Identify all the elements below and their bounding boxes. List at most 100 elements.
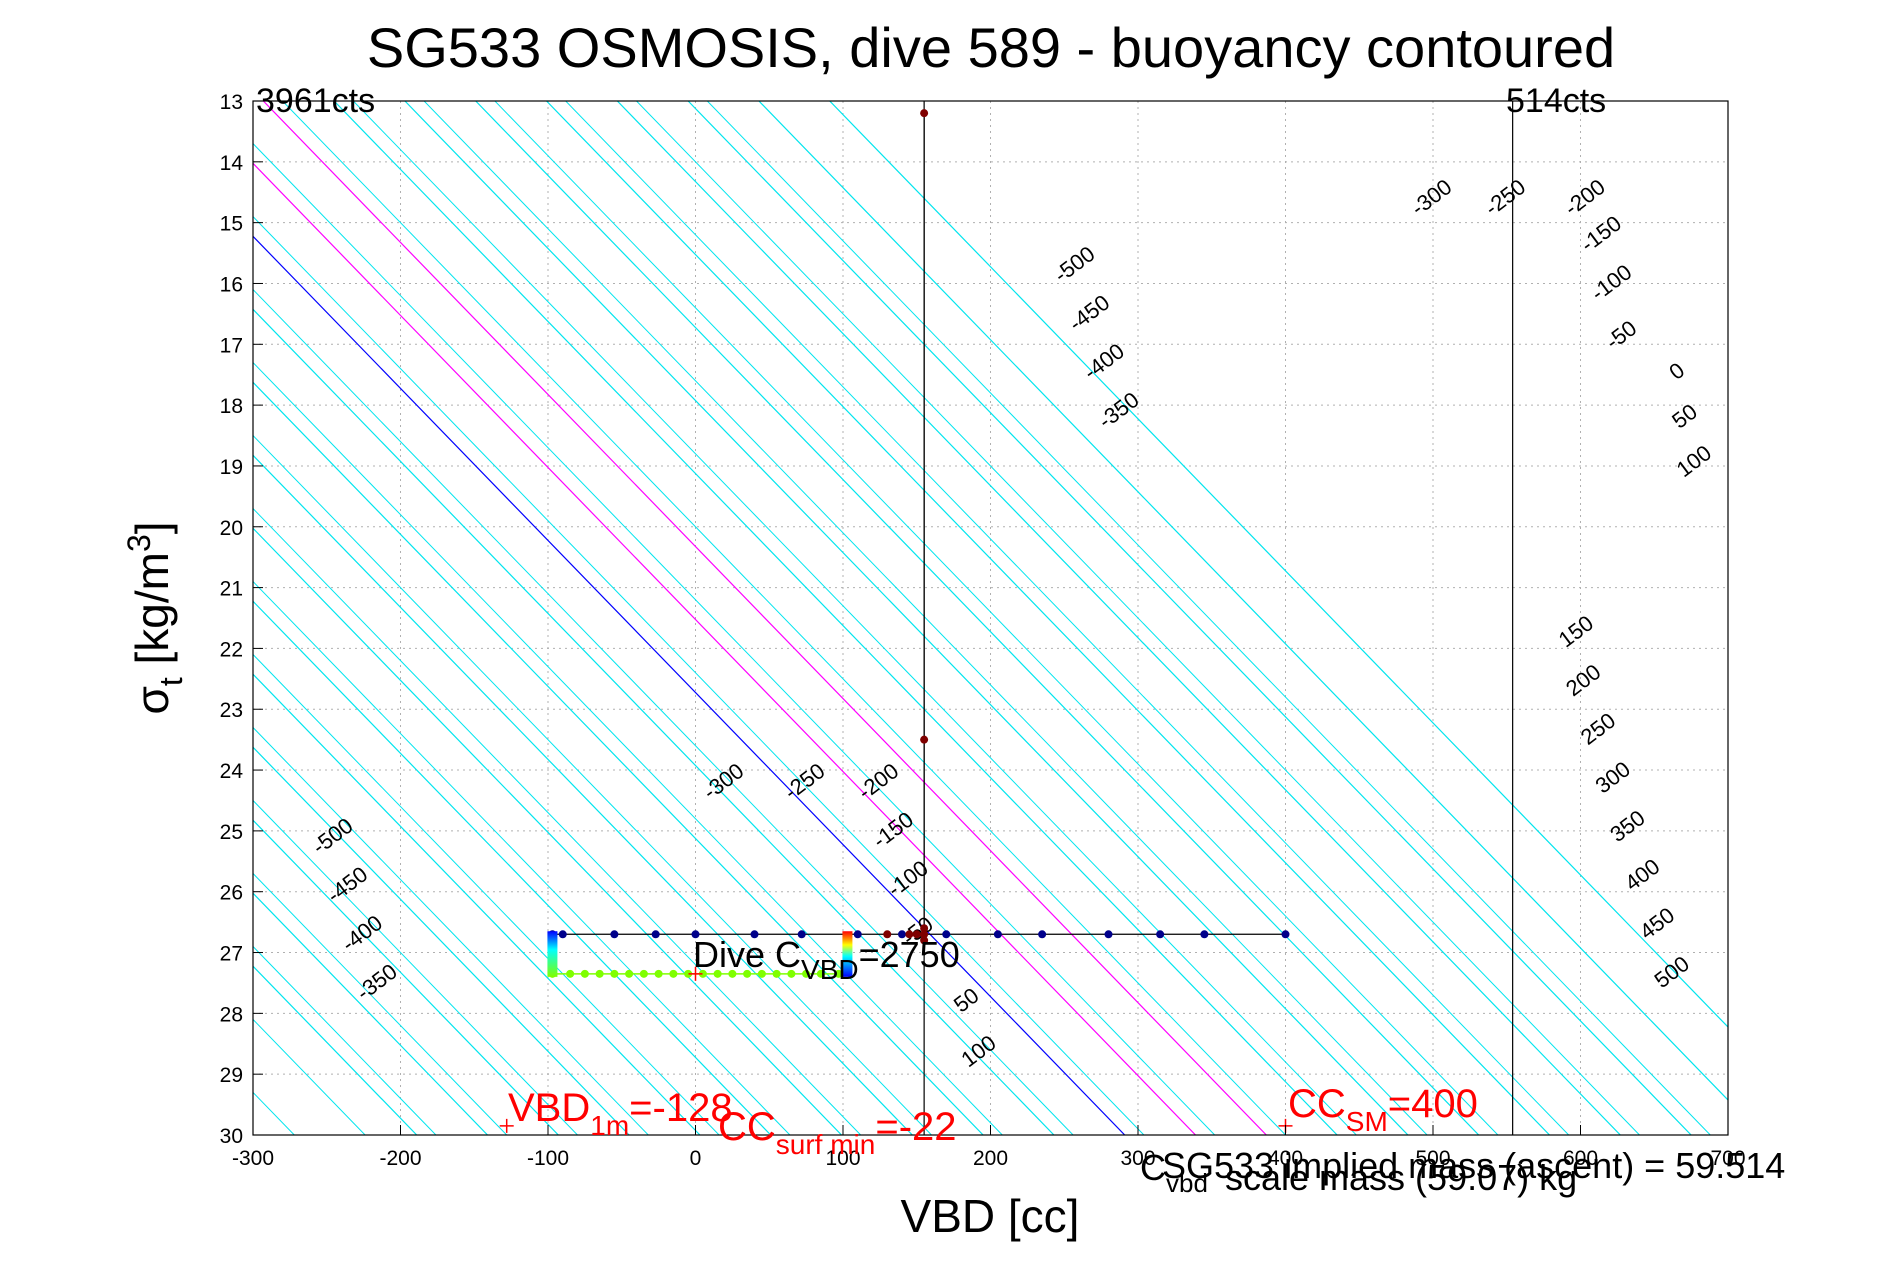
contour-line bbox=[253, 288, 1074, 1135]
buoyancy-contours bbox=[0, 101, 1728, 1135]
data-point bbox=[1281, 930, 1290, 939]
contour-line bbox=[253, 235, 1126, 1135]
annotation-vbd-1m-sub: 1m bbox=[590, 1110, 629, 1141]
data-point bbox=[750, 930, 759, 939]
x-tick-label: -200 bbox=[379, 1147, 421, 1170]
y-tick-label: 30 bbox=[220, 1125, 243, 1148]
contour-line bbox=[565, 101, 1570, 1135]
y-axis-label-rest: [kg/m bbox=[126, 552, 178, 677]
contour-line bbox=[253, 580, 791, 1135]
y-tick-label: 24 bbox=[220, 760, 244, 783]
contour-line bbox=[333, 101, 1338, 1135]
data-point bbox=[610, 930, 619, 939]
color-segment bbox=[547, 931, 558, 977]
x-axis-label: VBD [cc] bbox=[901, 1190, 1080, 1242]
contour-line bbox=[253, 819, 559, 1135]
contour-line bbox=[352, 101, 1357, 1135]
y-tick-label: 23 bbox=[220, 699, 243, 722]
contour-line bbox=[253, 162, 1196, 1135]
y-tick-label: 25 bbox=[220, 821, 243, 844]
contour-line bbox=[475, 101, 1480, 1135]
annotation-cc-surf-min-rest: =-22 bbox=[875, 1105, 956, 1149]
footer-cvbd: Cvbd bbox=[1140, 1147, 1208, 1198]
contour-line bbox=[0, 101, 11, 1135]
contour-line bbox=[253, 434, 932, 1135]
data-point bbox=[651, 930, 660, 939]
x-tick-label: -100 bbox=[527, 1147, 569, 1170]
data-point bbox=[920, 109, 929, 118]
y-axis-label-sup: 3 bbox=[121, 534, 157, 552]
data-point bbox=[942, 930, 951, 939]
y-tick-label: 28 bbox=[220, 1003, 243, 1026]
contour-line bbox=[253, 872, 508, 1135]
contour-line bbox=[253, 892, 488, 1135]
contour-line bbox=[706, 101, 1711, 1135]
contour-line bbox=[0, 101, 224, 1135]
annotation-dive-c-rest: =2750 bbox=[859, 934, 960, 975]
contour-line bbox=[253, 945, 437, 1135]
contour-line bbox=[253, 600, 772, 1135]
data-point bbox=[1104, 930, 1113, 939]
data-point bbox=[912, 930, 921, 939]
red-plus-marker bbox=[499, 1118, 514, 1133]
annotation-vbd-1m: VBD1m=-128 bbox=[508, 1086, 733, 1141]
y-tick-label: 26 bbox=[220, 882, 243, 905]
contour-line bbox=[494, 101, 1499, 1135]
y-tick-label: 15 bbox=[220, 213, 243, 236]
annotation-cc-sm-sub: SM bbox=[1346, 1106, 1388, 1137]
contour-line bbox=[253, 799, 578, 1135]
y-tick-label: 27 bbox=[220, 943, 243, 966]
contour-line bbox=[253, 381, 984, 1135]
data-point bbox=[920, 936, 929, 945]
annotation-cc-sm: CCSM=400 bbox=[1288, 1082, 1478, 1137]
red-plus-marker bbox=[688, 966, 703, 981]
y-tick-label: 17 bbox=[220, 334, 243, 357]
corner-label-right: 514cts bbox=[1506, 82, 1606, 120]
y-tick-label: 20 bbox=[220, 517, 243, 540]
contour-line bbox=[253, 361, 1003, 1135]
annotation-cc-sm-main: CC bbox=[1288, 1082, 1346, 1126]
y-tick-label: 14 bbox=[220, 152, 244, 175]
corner-label-left: 3961cts bbox=[256, 82, 375, 120]
x-tick-label: 700 bbox=[1710, 1147, 1745, 1170]
data-point bbox=[1200, 930, 1209, 939]
contour-line bbox=[253, 454, 913, 1135]
footer-implied-mass: SG533 implied mass (ascent) = 59.514 bbox=[1162, 1145, 1785, 1186]
contour-line bbox=[253, 308, 1055, 1135]
contour-line bbox=[423, 101, 1428, 1135]
x-tick-label: 300 bbox=[1120, 1147, 1155, 1170]
contour-line bbox=[253, 746, 630, 1135]
x-tick-label: 400 bbox=[1268, 1147, 1303, 1170]
contour-line bbox=[687, 101, 1692, 1135]
data-point bbox=[1156, 930, 1165, 939]
plot-area: -500-450-400-350-300 -250 -200-150-100-500… bbox=[0, 91, 1746, 1170]
annotation-cc-surf-min-main: CC bbox=[718, 1105, 776, 1149]
annotation-dive-c-sub: VBD bbox=[801, 954, 859, 985]
contour-line bbox=[253, 507, 862, 1135]
y-tick-label: 16 bbox=[220, 273, 243, 296]
contour-line bbox=[282, 101, 1286, 1135]
contour-line bbox=[262, 101, 1267, 1135]
contour-line bbox=[253, 673, 701, 1135]
contour-line bbox=[404, 101, 1409, 1135]
contour-line bbox=[829, 101, 1728, 1028]
y-tick-label: 13 bbox=[220, 91, 243, 114]
x-tick-label: 100 bbox=[825, 1147, 860, 1170]
y-tick-label: 29 bbox=[220, 1064, 243, 1087]
contour-line bbox=[253, 215, 1145, 1135]
annotation-cc-sm-rest: =400 bbox=[1388, 1082, 1478, 1126]
data-point bbox=[993, 930, 1002, 939]
y-axis-label: σt [kg/m3] bbox=[121, 521, 189, 714]
axis-ticks: -300 -200 -100 0 100 200 300 400 500 600 700 13 14 15… bbox=[220, 91, 1746, 1170]
data-point bbox=[558, 930, 567, 939]
y-axis-label-sub: t bbox=[153, 677, 189, 686]
annotation-cc-surf-min-sub: surf min bbox=[776, 1129, 876, 1160]
y-tick-label: 19 bbox=[220, 456, 243, 479]
contour-line bbox=[636, 101, 1640, 1135]
data-point bbox=[920, 735, 929, 744]
footer-cvbd-sub: vbd bbox=[1166, 1168, 1208, 1198]
annotations: Dive CVBD=2750 VBD1m=-128 CCsurf min=-22… bbox=[508, 934, 1785, 1198]
y-tick-label: 21 bbox=[220, 578, 243, 601]
data-point bbox=[883, 930, 892, 939]
